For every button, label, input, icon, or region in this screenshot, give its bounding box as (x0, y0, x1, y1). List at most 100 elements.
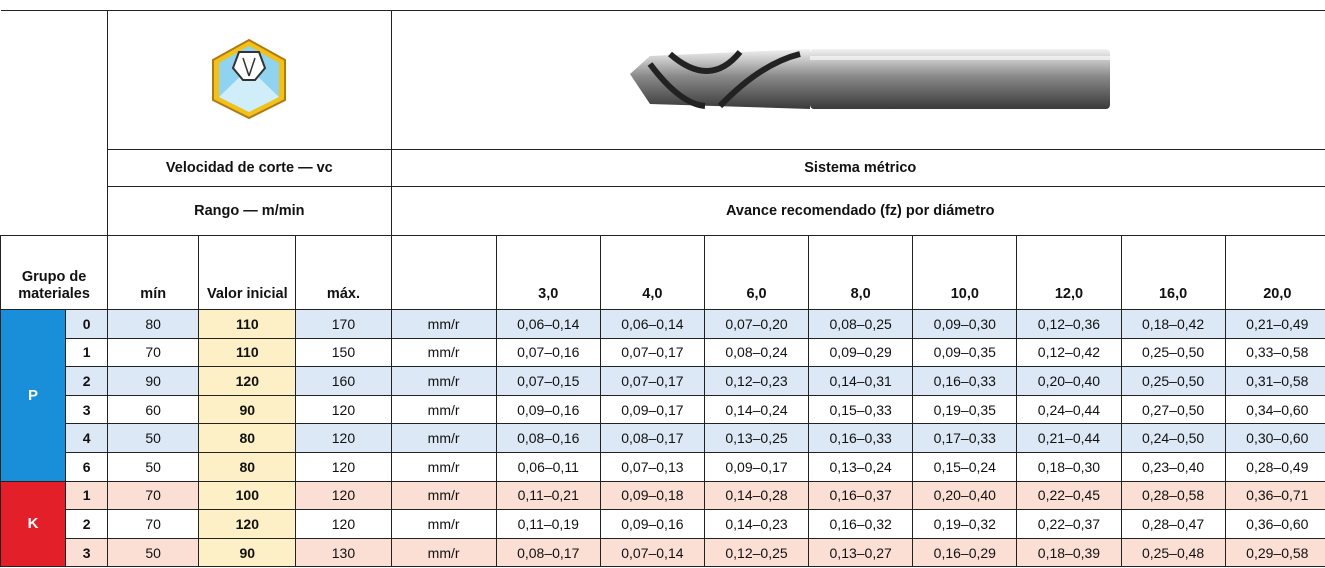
speed-max: 120 (295, 480, 392, 511)
feed-range: 0,12–0,25 (703, 537, 810, 568)
feed-range: 0,07–0,20 (703, 309, 810, 339)
speed-max: 160 (295, 366, 392, 396)
feed-range: 0,18–0,39 (1016, 537, 1122, 568)
feed-range: 0,33–0,58 (1224, 337, 1325, 368)
speed-max: 120 (295, 423, 392, 453)
feed-range: 0,07–0,14 (599, 537, 705, 568)
feed-range: 0,21–0,44 (1016, 423, 1122, 453)
feed-range: 0,34–0,60 (1224, 394, 1325, 425)
data-row: 4 50 80 120 mm/r 0,08–0,16 0,08–0,17 0,13–0,25 0… (1, 423, 1325, 453)
data-row: 2 70 120 120 mm/r 0,11–0,19 0,09–0,16 0,14–0,23… (1, 509, 1325, 539)
feed-range: 0,09–0,17 (703, 451, 810, 482)
feed-range: 0,16–0,37 (808, 480, 914, 511)
feed-range: 0,15–0,33 (808, 394, 914, 425)
data-row: 1 70 110 150 mm/r 0,07–0,16 0,07–0,17 0,08–0,24… (1, 337, 1325, 368)
material-cell: P (0, 309, 67, 482)
speed-initial: 80 (198, 423, 297, 453)
feed-range: 0,15–0,24 (912, 451, 1018, 482)
col-max: máx. (295, 235, 392, 310)
icon-cell (107, 10, 392, 150)
diameter-header: 3,0 (495, 235, 601, 310)
feed-range: 0,09–0,18 (599, 480, 705, 511)
diameter-header: 6,0 (703, 235, 810, 310)
drill-image (630, 48, 1111, 109)
diameter-header: 4,0 (599, 235, 705, 310)
feed-range: 0,14–0,23 (703, 509, 810, 539)
unit: mm/r (390, 337, 497, 368)
feed-range: 0,22–0,45 (1016, 480, 1122, 511)
feed-range: 0,28–0,58 (1120, 480, 1226, 511)
feed-range: 0,08–0,24 (703, 337, 810, 368)
feed-range: 0,13–0,25 (703, 423, 810, 453)
diameter-header: 16,0 (1120, 235, 1226, 310)
sub-group: 2 (65, 366, 109, 396)
sub-group: 0 (65, 309, 109, 339)
sub-group: 1 (65, 480, 109, 511)
feed-range: 0,12–0,42 (1016, 337, 1122, 368)
feed-range: 0,08–0,17 (495, 537, 601, 568)
feed-range: 0,27–0,50 (1120, 394, 1226, 425)
speed-initial: 80 (198, 451, 297, 482)
col-min: mín (107, 235, 200, 310)
speed-max: 130 (295, 537, 392, 568)
feed-range: 0,30–0,60 (1224, 423, 1325, 453)
feed-range: 0,14–0,24 (703, 394, 810, 425)
feed-range: 0,18–0,30 (1016, 451, 1122, 482)
speed-initial: 90 (198, 394, 297, 425)
feed-range: 0,17–0,33 (912, 423, 1018, 453)
feed-range: 0,14–0,28 (703, 480, 810, 511)
sub-group: 4 (65, 423, 109, 453)
feed-range: 0,13–0,27 (808, 537, 914, 568)
speed-min: 70 (107, 337, 200, 368)
speed-min: 50 (107, 451, 200, 482)
feed-range: 0,08–0,16 (495, 423, 601, 453)
speed-min: 90 (107, 366, 200, 396)
feed-range: 0,29–0,58 (1224, 537, 1325, 568)
speed-initial: 110 (198, 337, 297, 368)
diameter-header: 8,0 (808, 235, 914, 310)
feed-range: 0,22–0,37 (1016, 509, 1122, 539)
col-unit (390, 235, 497, 310)
feed-range: 0,16–0,29 (912, 537, 1018, 568)
speed-initial: 110 (198, 309, 297, 339)
speed-min: 50 (107, 423, 200, 453)
unit: mm/r (390, 309, 497, 339)
sub-group: 3 (65, 394, 109, 425)
feed-range: 0,06–0,14 (495, 309, 601, 339)
material-group: K 1 70 100 120 mm/r 0,11–0,21 0,09–0,18 0,14–0,2… (0, 480, 1325, 568)
speed-title: Velocidad de corte — vc (107, 149, 392, 187)
unit: mm/r (390, 423, 497, 453)
feed-range: 0,24–0,50 (1120, 423, 1226, 453)
feed-range: 0,36–0,71 (1224, 480, 1325, 511)
feed-range: 0,13–0,24 (808, 451, 914, 482)
data-row: K 1 70 100 120 mm/r 0,11–0,21 0,09–0,18 0,14–0,2… (0, 480, 1325, 568)
material-group: P 0 80 110 170 mm/r 0,06–0,14 0,06–0,14 0,07–0,2… (0, 309, 1325, 482)
feed-range: 0,19–0,32 (912, 509, 1018, 539)
feed-range: 0,11–0,21 (495, 480, 601, 511)
speed-max: 170 (295, 309, 392, 339)
feed-range: 0,08–0,25 (808, 309, 914, 339)
sub-group: 6 (65, 451, 109, 482)
speed-min: 70 (107, 480, 200, 511)
cutting-data-table: Velocidad de corte — vc Sistema métrico R… (0, 10, 1325, 568)
feed-range: 0,07–0,15 (495, 366, 601, 396)
unit: mm/r (390, 394, 497, 425)
feed-range: 0,14–0,31 (808, 366, 914, 396)
sub-group: 1 (65, 337, 109, 368)
feed-range: 0,09–0,35 (912, 337, 1018, 368)
feed-range: 0,09–0,16 (599, 509, 705, 539)
feed-range: 0,28–0,47 (1120, 509, 1226, 539)
feed-range: 0,16–0,33 (808, 423, 914, 453)
drill-image-cell (390, 10, 1325, 150)
data-row: 3 50 90 130 mm/r 0,08–0,17 0,07–0,14 0,12–0,25 0… (1, 537, 1325, 568)
sub-group: 2 (65, 509, 109, 539)
feed-range: 0,09–0,16 (495, 394, 601, 425)
data-row: P 0 80 110 170 mm/r 0,06–0,14 0,06–0,14 0,07–0,2… (0, 309, 1325, 482)
feed-title: Sistema métrico (390, 149, 1325, 187)
unit: mm/r (390, 537, 497, 568)
feed-range: 0,16–0,33 (912, 366, 1018, 396)
speed-max: 120 (295, 394, 392, 425)
feed-range: 0,06–0,11 (495, 451, 601, 482)
feed-range: 0,16–0,32 (808, 509, 914, 539)
